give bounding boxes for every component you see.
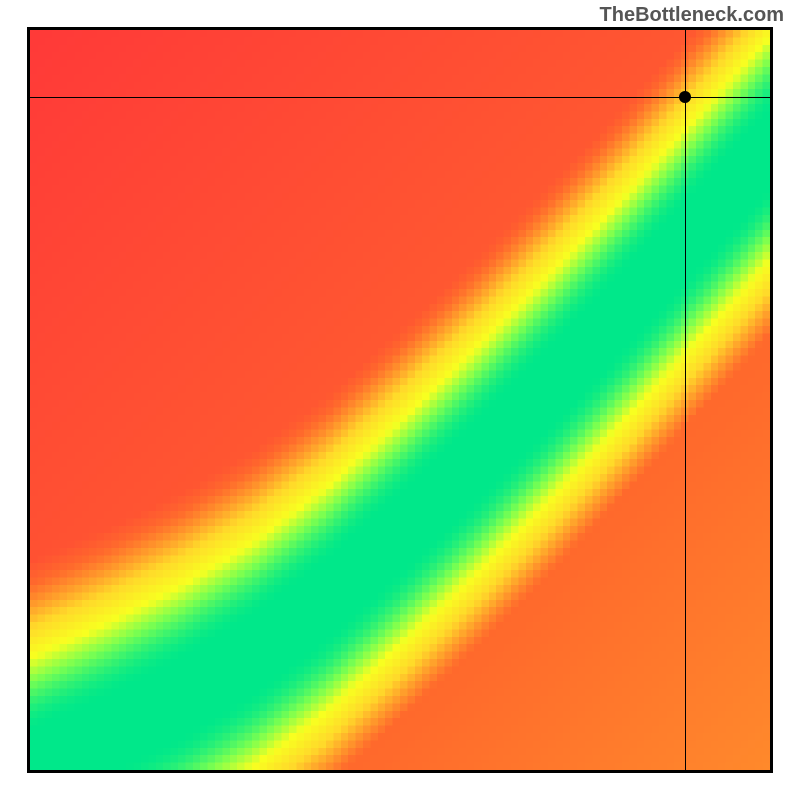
- crosshair-vertical: [685, 30, 686, 770]
- watermark-text: TheBottleneck.com: [600, 4, 784, 27]
- heatmap-canvas: [30, 30, 770, 770]
- crosshair-marker: [679, 91, 691, 103]
- plot-area: [27, 27, 773, 773]
- crosshair-horizontal: [30, 97, 770, 98]
